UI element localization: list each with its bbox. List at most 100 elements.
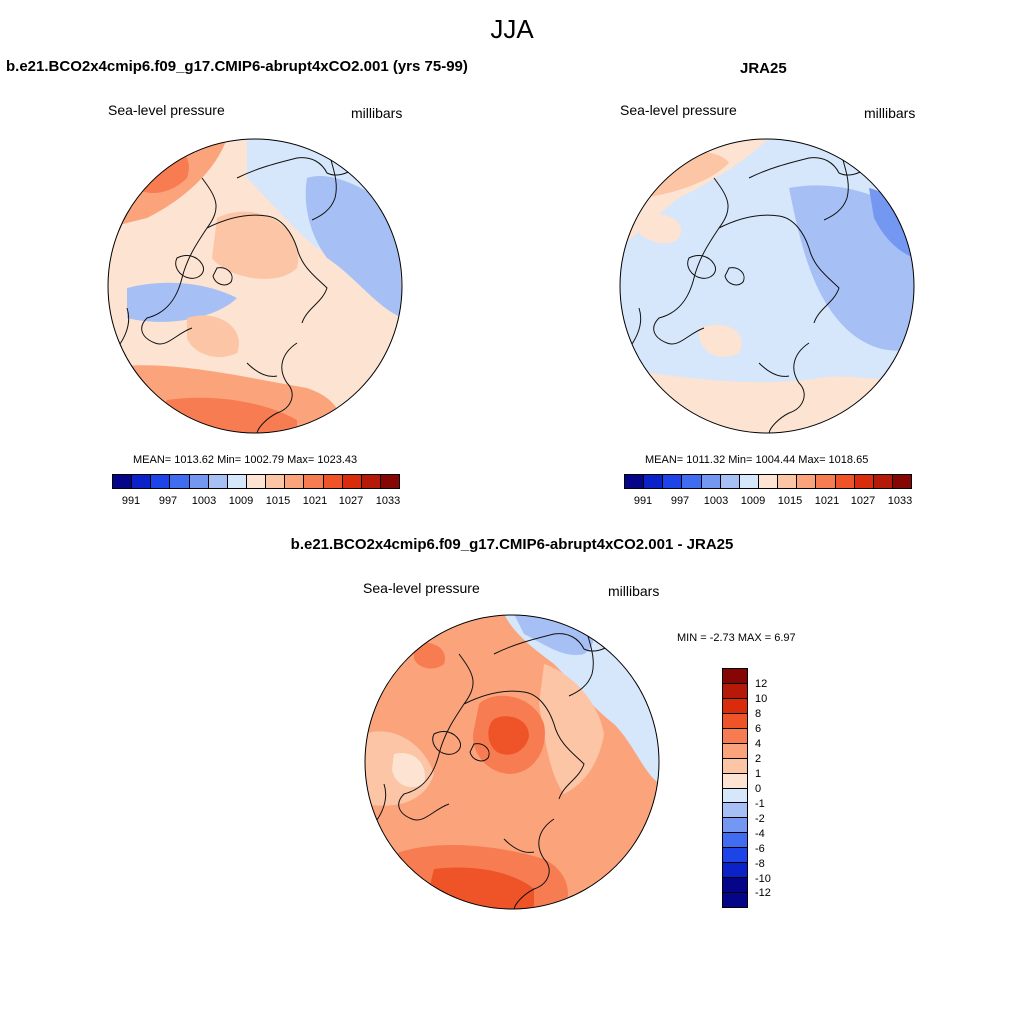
obs-colorbar-swatch (892, 475, 912, 488)
model-colorbar-swatch (170, 475, 190, 488)
diff-field-strongest-center (488, 716, 529, 755)
obs-field-high-southwest (639, 214, 681, 244)
diff-map-border (364, 614, 660, 910)
diff-colorbar-swatch (723, 893, 747, 907)
obs-colorbar-swatch (797, 475, 817, 488)
obs-variable-label: Sea-level pressure (620, 102, 737, 118)
model-coastline-3 (256, 342, 298, 433)
obs-field-high-center (699, 324, 742, 358)
obs-colorbar-swatch (778, 475, 798, 488)
model-colorbar (112, 474, 400, 489)
diff-colorbar-swatch (723, 833, 747, 849)
model-units-label: millibars (351, 105, 403, 121)
obs-colorbar-swatch (758, 475, 779, 488)
obs-colorbar-swatch (720, 475, 740, 488)
model-colorbar-tick: 1027 (338, 495, 364, 507)
diff-colorbar-tick: -2 (755, 813, 765, 825)
model-colorbar-swatch (380, 475, 400, 488)
model-coastline-1 (141, 177, 217, 345)
diff-coastline-7 (568, 628, 594, 697)
diff-colorbar-swatch (723, 758, 747, 774)
obs-colorbar-tick: 1033 (887, 495, 913, 507)
model-colorbar-swatch (208, 475, 228, 488)
obs-colorbar-swatch (854, 475, 874, 488)
obs-colorbar-swatch (701, 475, 721, 488)
diff-units-label: millibars (608, 583, 660, 599)
obs-coastline-3 (768, 342, 810, 433)
diff-colorbar-swatch (723, 818, 747, 834)
diff-coastline-5 (432, 731, 461, 755)
diff-colorbar-swatch (723, 788, 747, 804)
obs-coastline-4 (748, 157, 870, 179)
obs-colorbar-swatch (739, 475, 759, 488)
obs-stats: MEAN= 1011.32 Min= 1004.44 Max= 1018.65 (645, 454, 869, 466)
obs-colorbar-swatch (816, 475, 836, 488)
diff-colorbar-tick: 6 (755, 723, 762, 735)
figure-title: JJA (490, 14, 534, 44)
diff-colorbar-tick: 4 (755, 738, 762, 750)
diff-colorbar-swatch (723, 698, 747, 714)
diff-colorbar-tick: 12 (755, 678, 768, 690)
diff-colorbar-swatch (723, 713, 747, 729)
obs-colorbar-swatch (663, 475, 683, 488)
diff-colorbar-swatch (723, 773, 747, 789)
obs-colorbar-swatch (873, 475, 893, 488)
model-colorbar-swatch (266, 475, 286, 488)
obs-coastline-9 (758, 362, 790, 377)
diff-colorbar-swatch (723, 878, 747, 894)
diff-coastline-3 (513, 818, 555, 909)
model-field-low-core (305, 176, 402, 318)
diff-colorbar-swatch (723, 743, 747, 759)
obs-coastline-2 (718, 214, 840, 324)
diff-field-moderate-east (539, 664, 604, 794)
obs-colorbar-tick: 1015 (777, 495, 803, 507)
diff-field-weak-west (392, 753, 425, 788)
model-colorbar-tick: 991 (121, 495, 141, 507)
diff-coastline-1 (398, 653, 474, 821)
diff-colorbar-swatch (723, 848, 747, 864)
obs-polar-map (619, 138, 915, 434)
model-field-low-channel (127, 282, 237, 322)
obs-colorbar-swatch (625, 475, 645, 488)
obs-field-low-east-core (869, 188, 914, 258)
model-colorbar-tick: 1009 (228, 495, 254, 507)
diff-colorbar-tick: 0 (755, 783, 762, 795)
obs-coastline-7 (823, 152, 849, 221)
model-colorbar-swatch (246, 475, 267, 488)
diff-colorbar-swatch (723, 669, 747, 684)
diff-panel-title: b.e21.BCO2x4cmip6.f09_g17.CMIP6-abrupt4x… (290, 536, 734, 553)
diff-field-strong-northwest (414, 642, 445, 669)
diff-stats: MIN = -2.73 MAX = 6.97 (677, 632, 796, 644)
diff-colorbar-swatch (723, 803, 747, 819)
obs-map-border (619, 138, 915, 434)
obs-colorbar-swatch (682, 475, 702, 488)
model-colorbar-swatch (323, 475, 343, 488)
model-colorbar-tick: 1021 (302, 495, 328, 507)
model-field-high-center (212, 211, 299, 279)
model-coastline-7 (311, 152, 337, 221)
diff-variable-label: Sea-level pressure (363, 580, 480, 596)
diff-colorbar-tick: -10 (755, 873, 771, 885)
diff-colorbar-tick: -4 (755, 828, 765, 840)
model-colorbar-swatch (132, 475, 152, 488)
model-map-border (107, 138, 403, 434)
obs-coastline-1 (653, 177, 729, 345)
diff-colorbar-tick: -8 (755, 858, 765, 870)
diff-polar-map (364, 614, 660, 910)
model-coastline-2 (206, 214, 328, 324)
diff-colorbar-swatch (723, 728, 747, 744)
model-colorbar-swatch (151, 475, 171, 488)
obs-colorbar-tick: 1003 (703, 495, 729, 507)
diff-coastline-9 (503, 838, 535, 853)
model-stats: MEAN= 1013.62 Min= 1002.79 Max= 1023.43 (133, 454, 358, 466)
model-colorbar-tick: 1003 (191, 495, 217, 507)
obs-coastline-6 (724, 267, 745, 286)
diff-colorbar-tick: 2 (755, 753, 762, 765)
obs-coastline-5 (687, 255, 716, 279)
model-polar-map (107, 138, 403, 434)
model-field-high-west (187, 315, 239, 358)
diff-colorbar-tick: 8 (755, 708, 762, 720)
diff-colorbar-tick: -6 (755, 843, 765, 855)
diff-colorbar-swatch (723, 863, 747, 879)
model-variable-label: Sea-level pressure (108, 102, 225, 118)
